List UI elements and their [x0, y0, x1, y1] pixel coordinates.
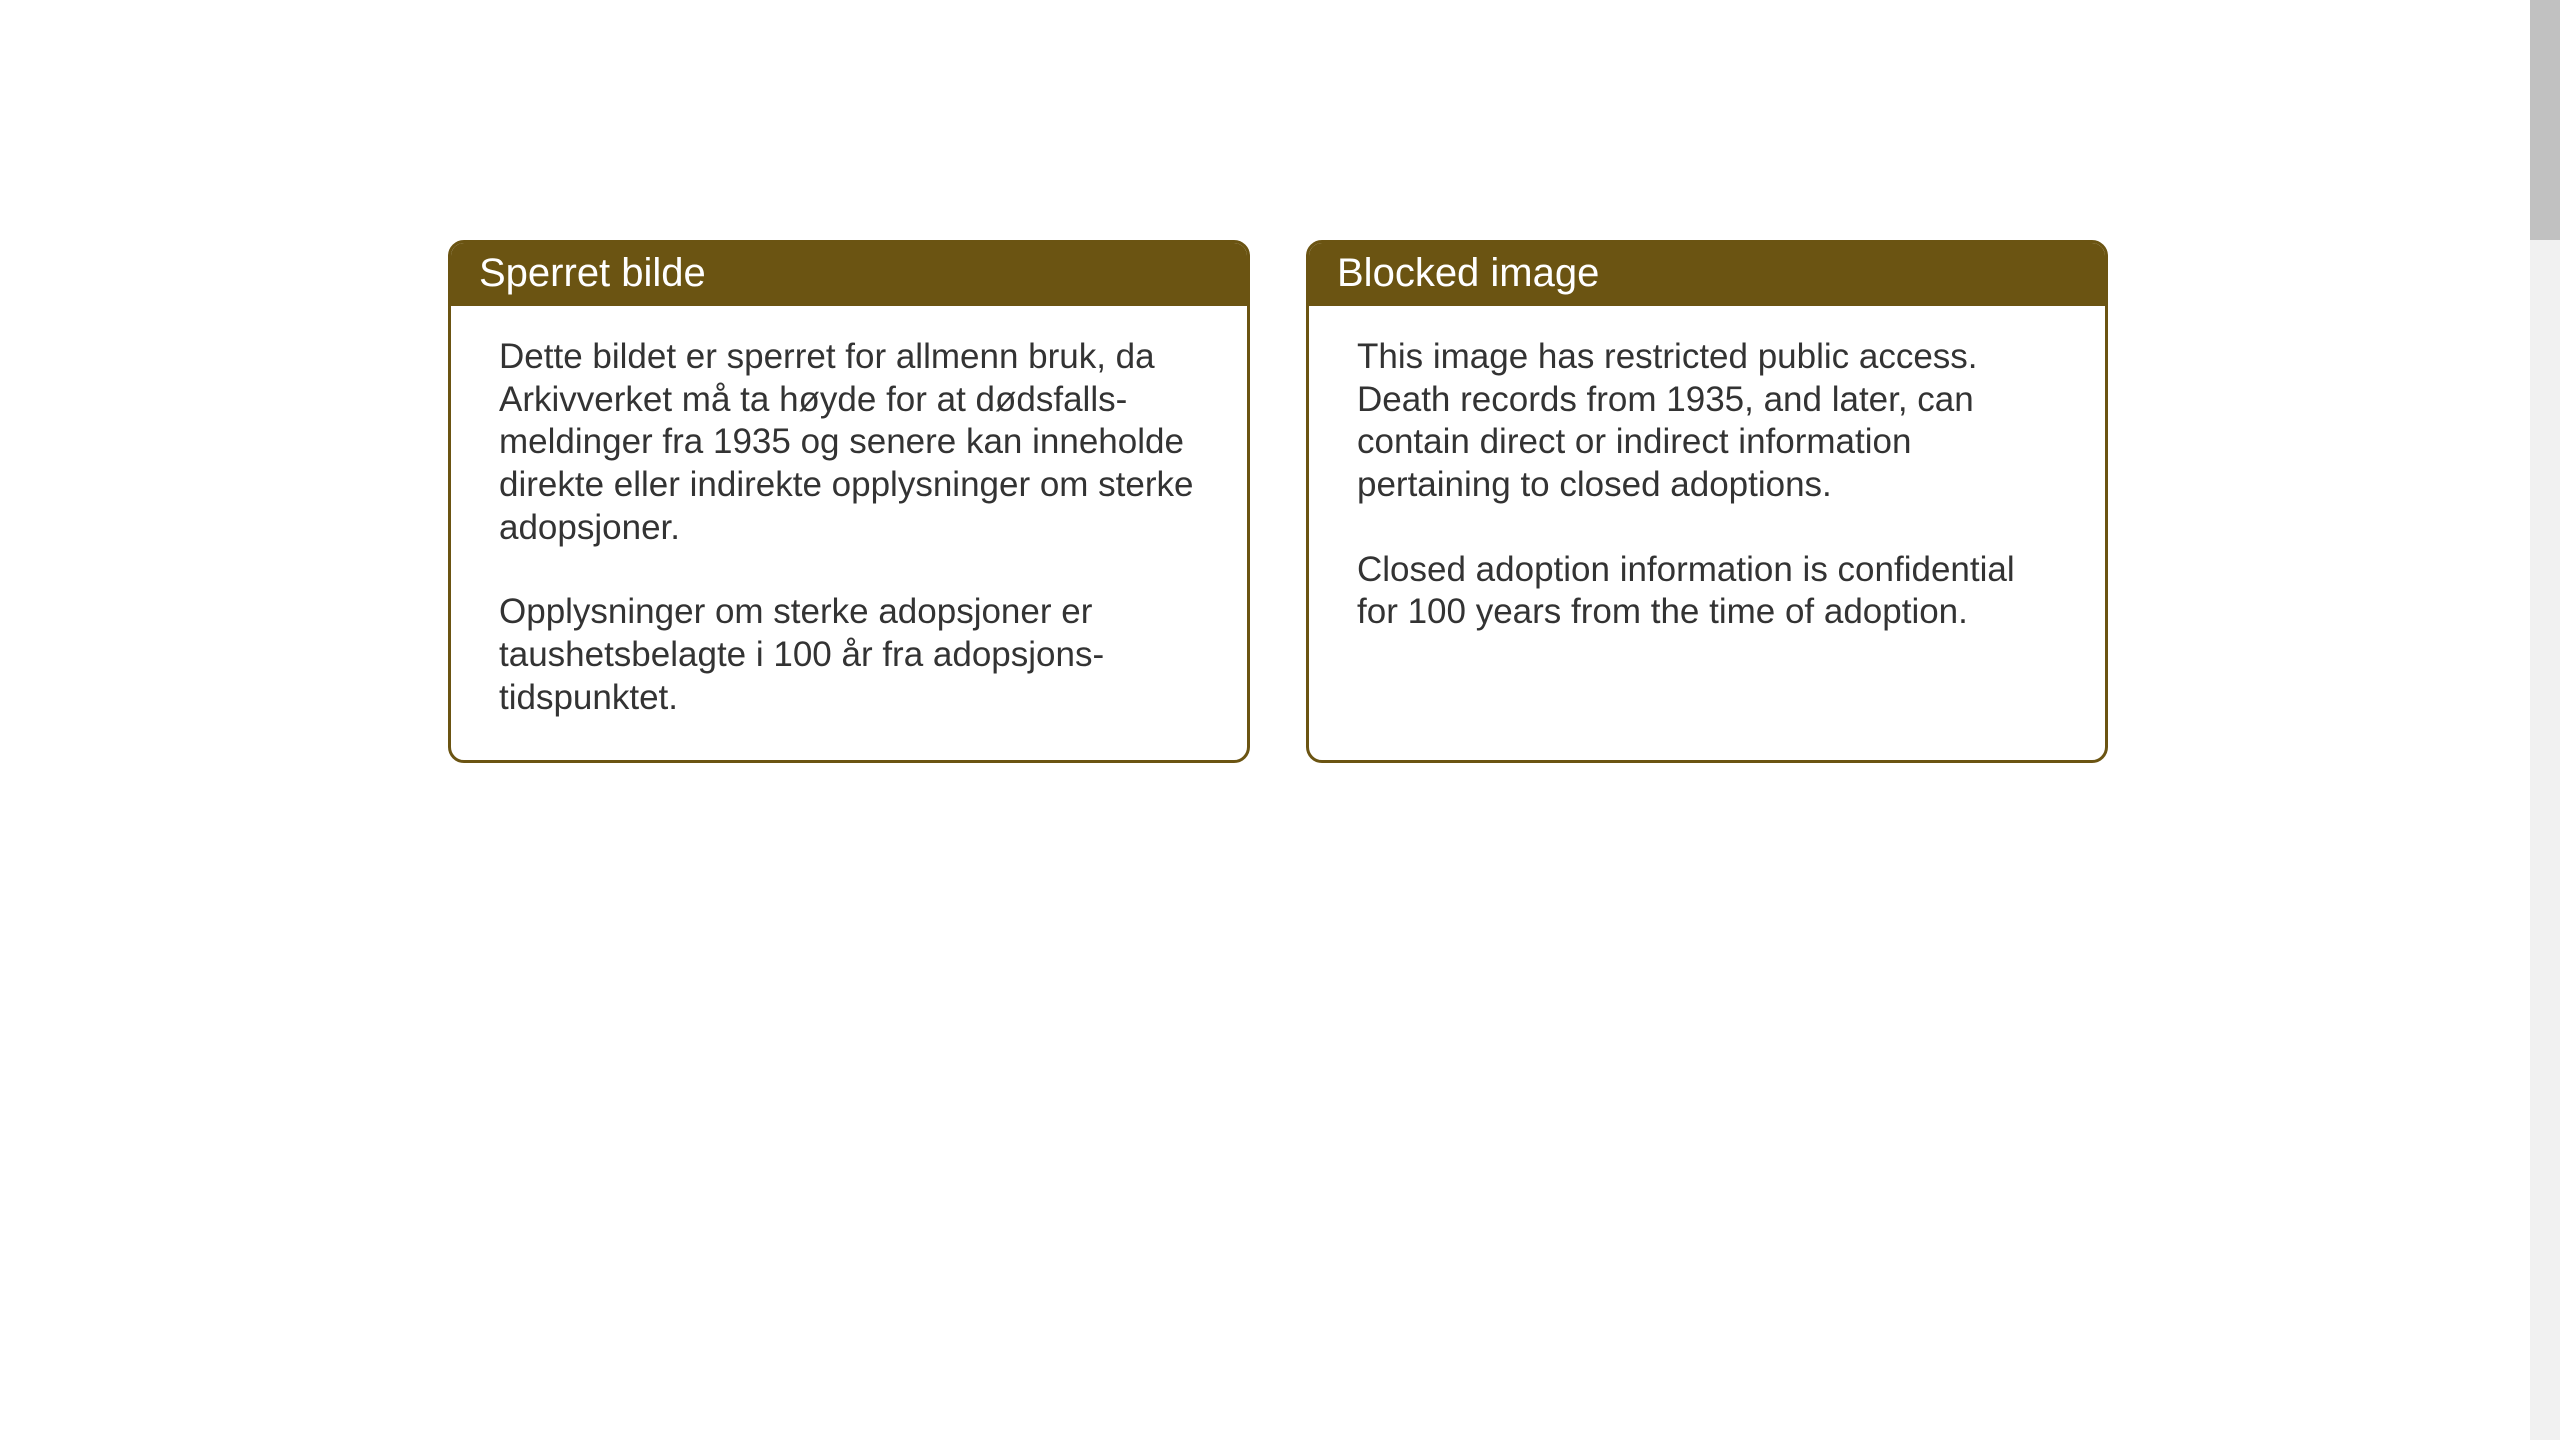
cards-container: Sperret bilde Dette bildet er sperret fo… — [448, 240, 2108, 763]
card-body-english: This image has restricted public access.… — [1309, 306, 2105, 726]
paragraph-text: Dette bildet er sperret for allmenn bruk… — [499, 336, 1199, 549]
card-body-norwegian: Dette bildet er sperret for allmenn bruk… — [451, 306, 1247, 760]
notice-card-norwegian: Sperret bilde Dette bildet er sperret fo… — [448, 240, 1250, 763]
card-header-english: Blocked image — [1309, 243, 2105, 306]
scrollbar-thumb[interactable] — [2530, 0, 2560, 240]
notice-card-english: Blocked image This image has restricted … — [1306, 240, 2108, 763]
paragraph-text: Opplysninger om sterke adopsjoner er tau… — [499, 591, 1199, 719]
paragraph-text: Closed adoption information is confident… — [1357, 549, 2057, 634]
vertical-scrollbar[interactable] — [2530, 0, 2560, 1440]
card-header-norwegian: Sperret bilde — [451, 243, 1247, 306]
paragraph-text: This image has restricted public access.… — [1357, 336, 2057, 507]
